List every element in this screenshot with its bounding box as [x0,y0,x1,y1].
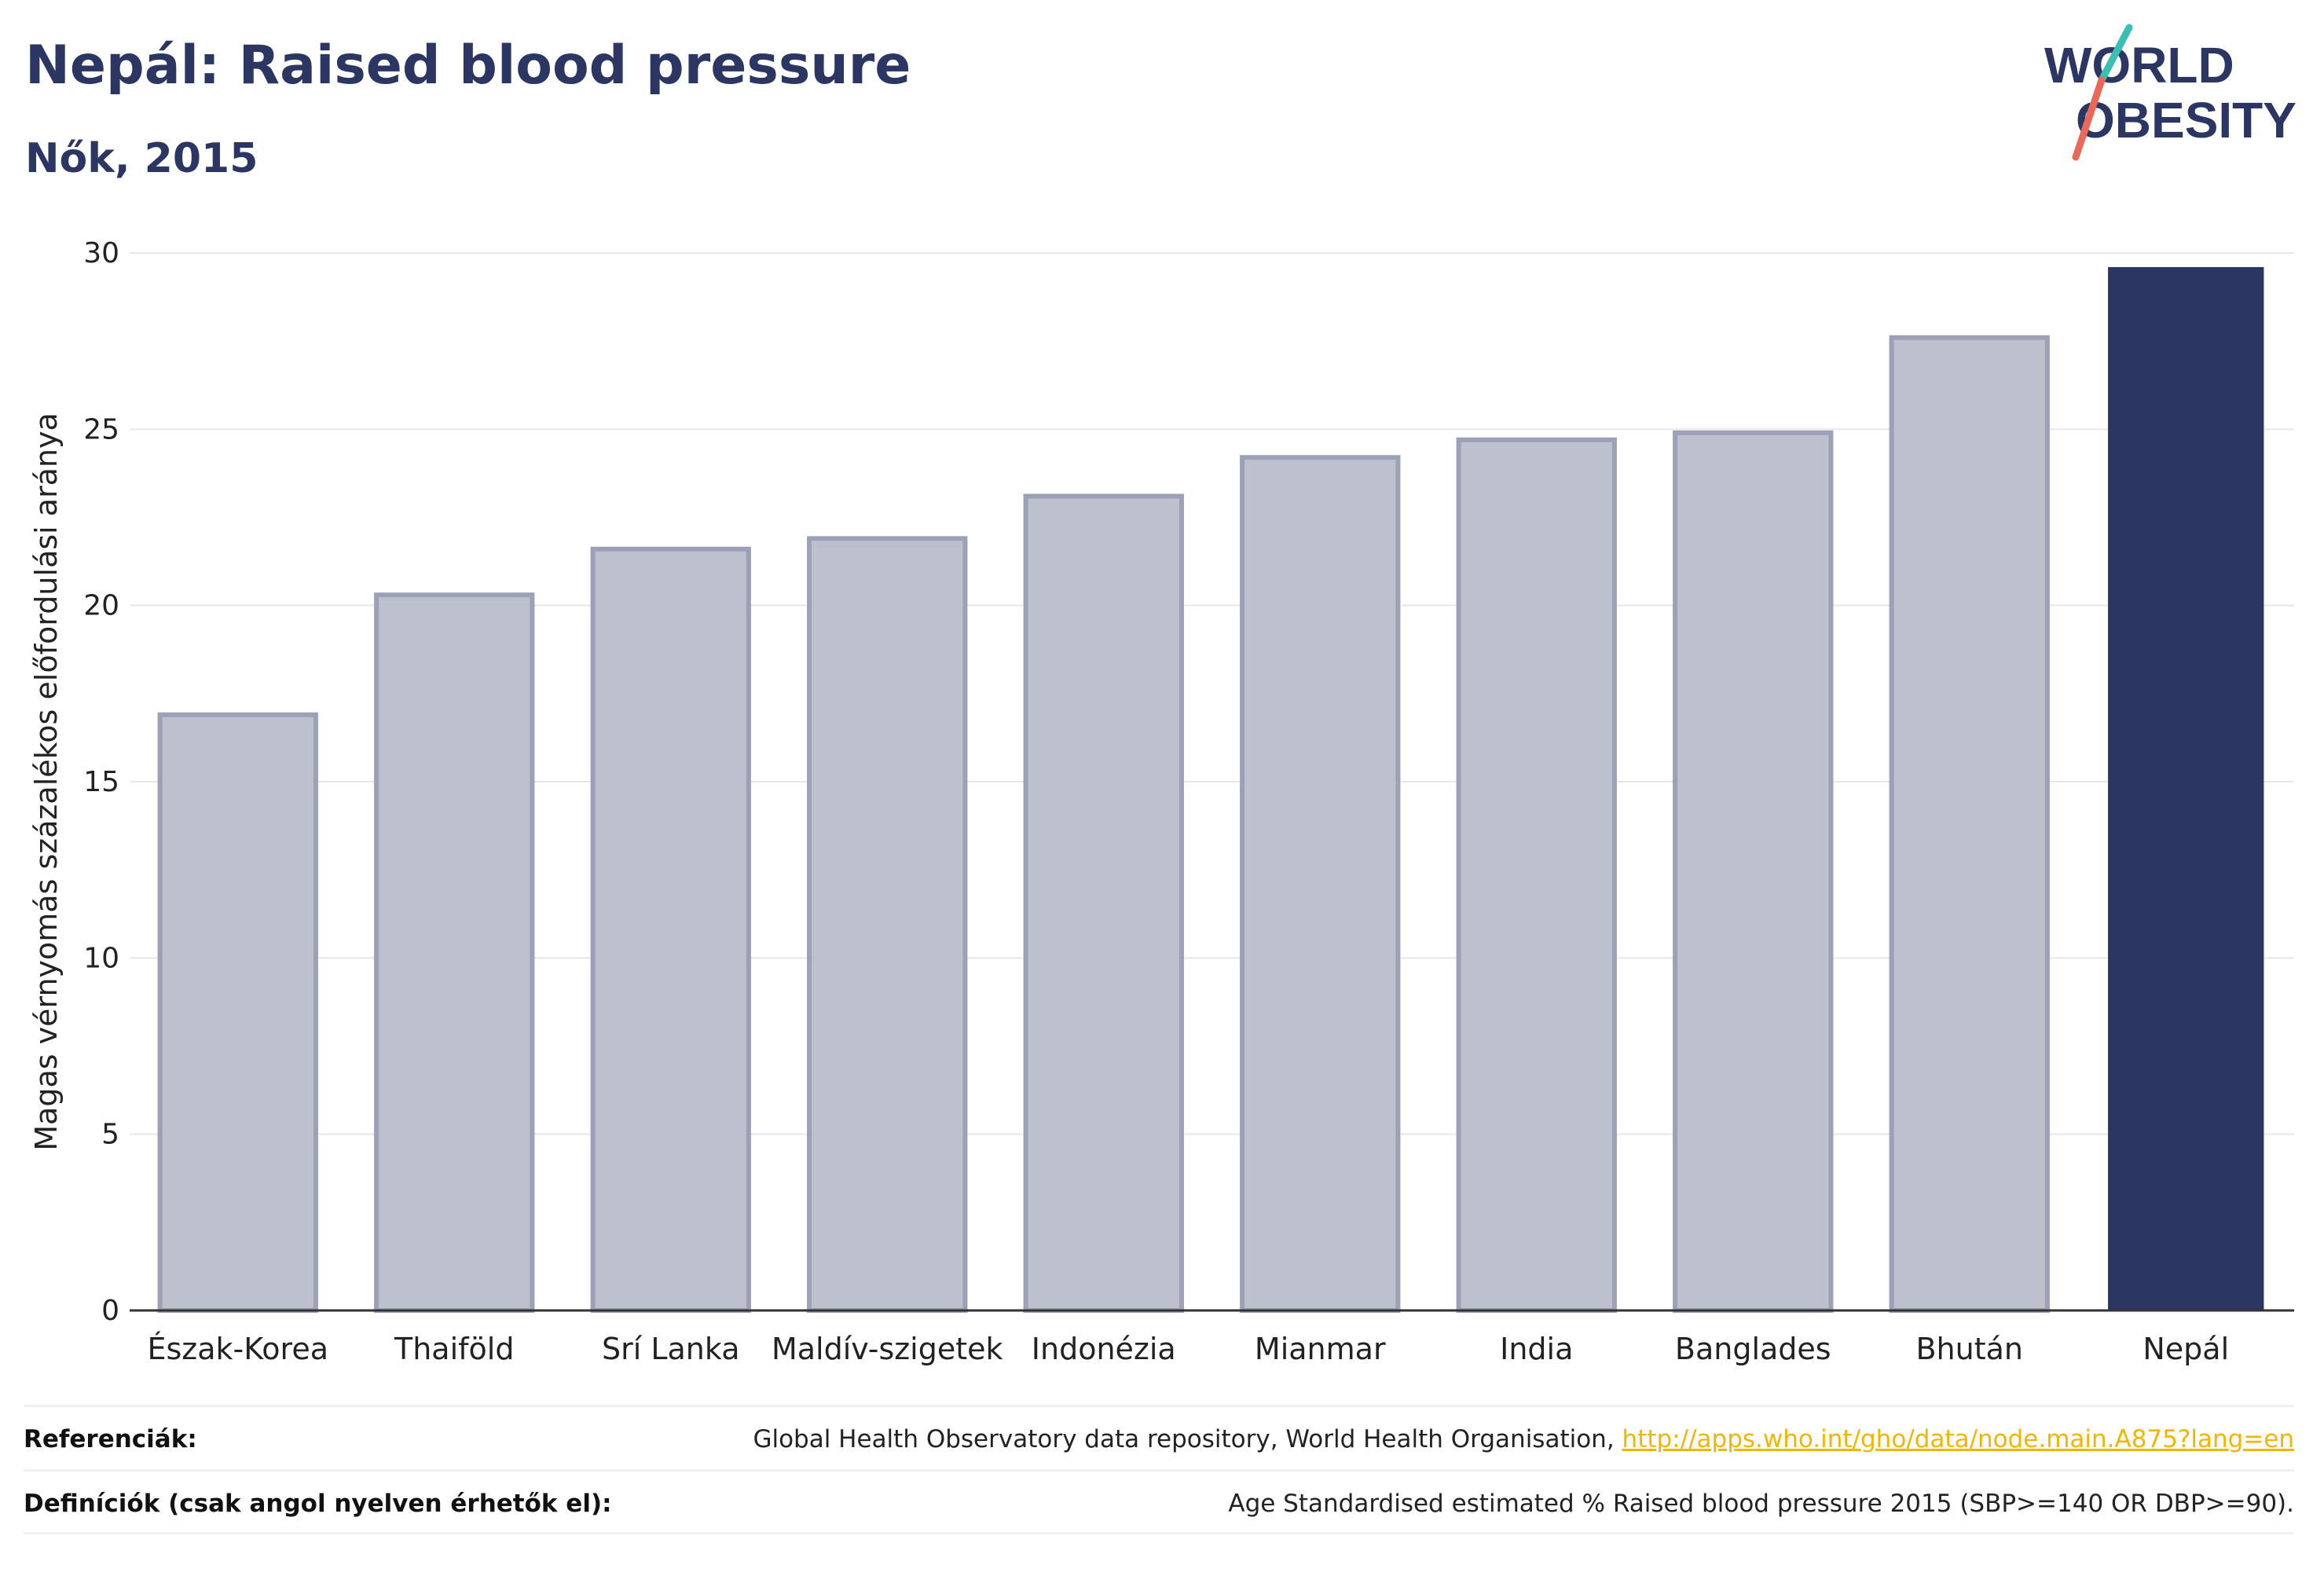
y-axis-label: Magas vérnyomás százalékos előfordulási … [29,412,64,1150]
x-tick-label: India [1500,1332,1573,1366]
bar [157,712,318,1313]
y-tick-label: 0 [101,1295,119,1327]
x-tick-label: Banglades [1675,1332,1831,1366]
bar [374,592,535,1313]
definitions-label: Definíciók (csak angol nyelven érhetők e… [24,1490,612,1518]
bar [1889,335,2050,1313]
page-subtitle: Nők, 2015 [25,135,258,182]
x-tick-label: Mianmar [1255,1332,1386,1366]
logo-slash-teal [2098,24,2133,84]
page-title: Nepál: Raised blood pressure [25,35,911,97]
logo-slash-red [2072,76,2106,161]
bar-chart: 0 5 10 15 20 25 30 Észak-Korea Thaiföld Srí Lanka… [29,237,2294,1366]
definitions-row: Definíciók (csak angol nyelven érhetők e… [24,1469,2294,1536]
bar [807,536,968,1313]
bar [1673,430,1834,1314]
x-tick-label: Thaiföld [394,1332,514,1366]
x-tick-label: Srí Lanka [602,1332,740,1366]
y-tick-label: 25 [83,413,119,445]
definitions-text: Age Standardised estimated % Raised bloo… [1228,1490,2294,1518]
y-tick-label: 5 [101,1119,119,1151]
y-tick-label: 10 [83,942,119,974]
bar [590,546,751,1313]
references-label: Referenciák: [24,1425,197,1453]
references-value: Global Health Observatory data repositor… [753,1425,2294,1453]
world-obesity-logo: WORLD OBESITY [2044,24,2297,161]
bar [1456,437,1617,1313]
x-tick-label: Maldív-szigetek [772,1332,1003,1366]
x-tick-label: Észak-Korea [148,1332,329,1366]
y-tick-label: 30 [83,237,119,269]
bar [1240,455,1401,1313]
x-tick-label: Bhután [1915,1332,2023,1366]
references-row: Referenciák: Global Health Observatory d… [24,1405,2294,1472]
y-tick-label: 15 [83,766,119,798]
x-tick-label: Nepál [2143,1332,2229,1366]
x-tick-label: Indonézia [1032,1332,1176,1366]
y-tick-label: 20 [83,590,119,622]
footer-divider [24,1532,2294,1534]
references-text: Global Health Observatory data repositor… [753,1425,1622,1453]
logo-line2: OBESITY [2076,92,2297,148]
logo-line1: WORLD [2044,37,2234,93]
references-link[interactable]: http://apps.who.int/gho/data/node.main.A… [1622,1425,2294,1453]
bar [1023,493,1184,1314]
bar [2108,266,2264,1310]
